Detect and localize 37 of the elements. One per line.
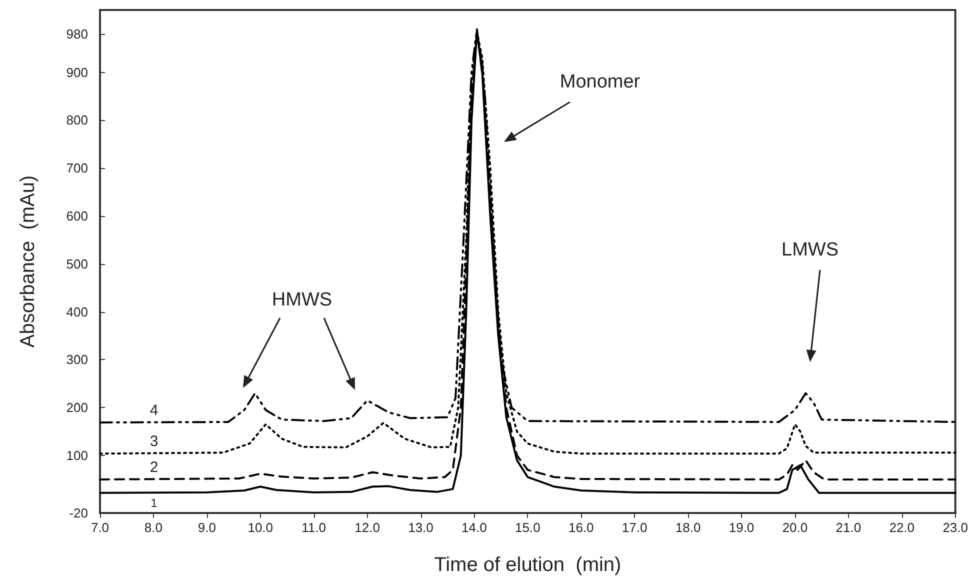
y-axis-title: Absorbance (mAu) <box>17 175 39 348</box>
x-tick-label: 22.0 <box>889 520 915 535</box>
y-tick-label: 200 <box>66 400 88 416</box>
x-axis-title: Time of elution (min) <box>434 554 622 576</box>
y-tick-label: 500 <box>66 256 88 272</box>
x-tick-label: 10.0 <box>248 520 274 535</box>
x-tick-label: 17.0 <box>622 520 648 535</box>
x-tick-label: 20.0 <box>782 520 808 535</box>
x-tick-label: 13.0 <box>408 520 434 535</box>
x-tick-label: 19.0 <box>728 520 754 535</box>
y-tick-label: 700 <box>66 160 88 176</box>
x-tick-label: 7.0 <box>90 520 110 535</box>
annotation: LMWS <box>782 240 838 260</box>
x-tick-label: 11.0 <box>302 520 326 535</box>
x-tick-label: 23.0 <box>942 520 968 535</box>
y-tick-label: 300 <box>66 352 88 368</box>
x-tick-label: 16.0 <box>568 520 594 535</box>
x-tick-label: 12.0 <box>354 520 380 535</box>
annotation: HMWS <box>272 290 332 310</box>
y-tick-label: 980 <box>66 26 88 42</box>
x-tick-label: 18.0 <box>675 520 701 535</box>
series-label: 2 <box>150 458 158 476</box>
y-tick-label: 800 <box>66 112 88 128</box>
annotation: Monomer <box>560 72 641 92</box>
series-label: 1 <box>150 496 158 510</box>
x-tick-label: 21.0 <box>836 520 862 535</box>
x-tick-label: 8.0 <box>144 520 162 535</box>
y-tick-label: -20 <box>69 506 88 520</box>
series-label: 4 <box>150 402 158 419</box>
x-tick-label: 15.0 <box>515 520 540 535</box>
x-tick-label: 14.0 <box>462 520 487 535</box>
y-tick-label: 400 <box>66 304 88 320</box>
x-tick-label: 9.0 <box>198 520 216 535</box>
y-tick-label: 600 <box>66 208 88 224</box>
y-tick-label: 900 <box>66 64 88 80</box>
y-tick-label: 100 <box>66 448 88 464</box>
series-label: 3 <box>150 433 158 450</box>
